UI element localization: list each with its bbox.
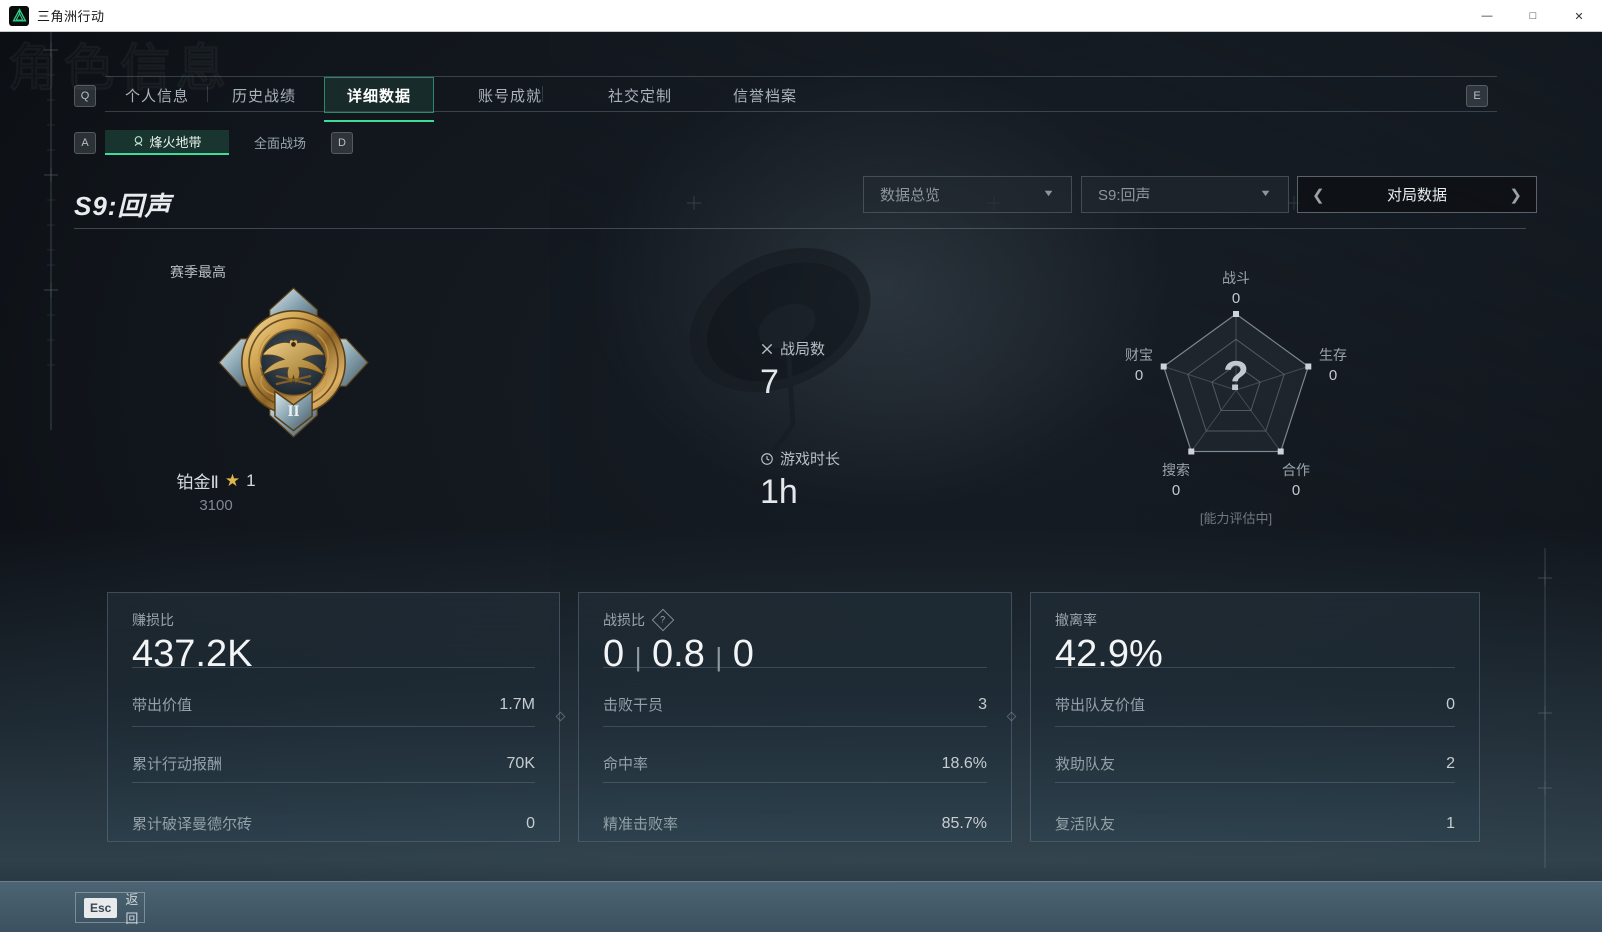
svg-text:II: II xyxy=(287,403,299,420)
